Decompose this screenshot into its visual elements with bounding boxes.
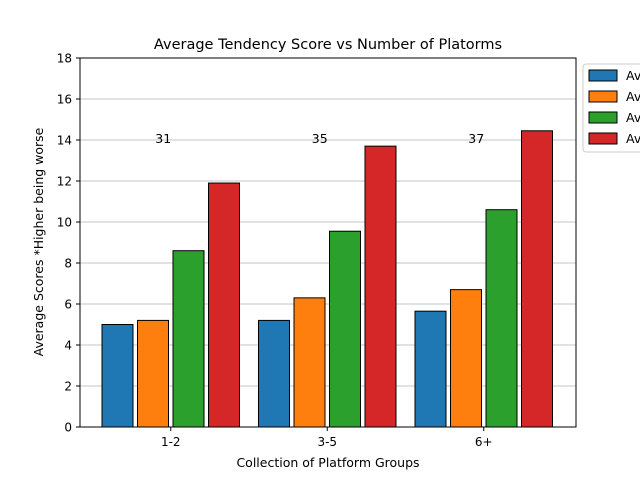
bar-series-2-6+ bbox=[450, 289, 482, 428]
bar-series-1-6+ bbox=[414, 310, 447, 428]
y-tick-label: 14 bbox=[57, 134, 72, 148]
x-axis-ticks: 1-2 3-5 6+ bbox=[161, 427, 493, 449]
legend-label: Av bbox=[626, 110, 640, 125]
y-tick-label: 8 bbox=[64, 257, 72, 271]
bar-series-2-3-5 bbox=[293, 297, 326, 428]
bars bbox=[101, 130, 553, 428]
annotations: 31 35 37 bbox=[155, 131, 484, 146]
x-tick-label: 6+ bbox=[475, 435, 493, 449]
x-tick-label: 3-5 bbox=[317, 435, 337, 449]
y-tick-label: 4 bbox=[64, 339, 72, 353]
bar-series-3-1-2 bbox=[172, 250, 205, 428]
legend-swatch bbox=[588, 132, 618, 145]
y-tick-label: 0 bbox=[64, 421, 72, 435]
bar-series-1-3-5 bbox=[258, 319, 290, 428]
legend: Av Av Av Av bbox=[582, 63, 640, 153]
legend-box bbox=[582, 63, 640, 153]
bar-annotation: 37 bbox=[468, 131, 484, 146]
bar-series-4-6+ bbox=[521, 130, 553, 428]
bar-series-1-1-2 bbox=[101, 324, 134, 428]
legend-swatch bbox=[588, 90, 618, 103]
y-axis-label: Average Scores *Higher being worse bbox=[31, 127, 46, 356]
plot-frame bbox=[79, 57, 577, 428]
bar-series-3-3-5 bbox=[329, 230, 361, 428]
y-tick-label: 10 bbox=[57, 216, 72, 230]
y-tick-label: 6 bbox=[64, 298, 72, 312]
x-axis-label: Collection of Platform Groups bbox=[236, 455, 419, 470]
x-tick-label: 1-2 bbox=[161, 435, 181, 449]
bar-series-4-3-5 bbox=[364, 145, 397, 428]
y-tick-label: 16 bbox=[57, 93, 72, 107]
bar-annotation: 31 bbox=[155, 131, 171, 146]
chart-title: Average Tendency Score vs Number of Plat… bbox=[154, 37, 502, 53]
y-axis-ticks: 0 2 4 6 8 10 12 14 16 18 bbox=[57, 52, 80, 435]
bar-series-3-6+ bbox=[485, 209, 518, 428]
y-tick-label: 12 bbox=[57, 175, 72, 189]
legend-swatch bbox=[588, 69, 618, 82]
bar-annotation: 35 bbox=[312, 131, 328, 146]
legend-label: Av bbox=[626, 89, 640, 104]
y-tick-label: 2 bbox=[64, 380, 72, 394]
legend-label: Av bbox=[626, 68, 640, 83]
bar-series-2-1-2 bbox=[137, 319, 169, 428]
legend-label: Av bbox=[626, 131, 640, 146]
bar-series-4-1-2 bbox=[208, 182, 240, 428]
legend-swatch bbox=[588, 111, 618, 124]
y-tick-label: 18 bbox=[57, 52, 72, 66]
